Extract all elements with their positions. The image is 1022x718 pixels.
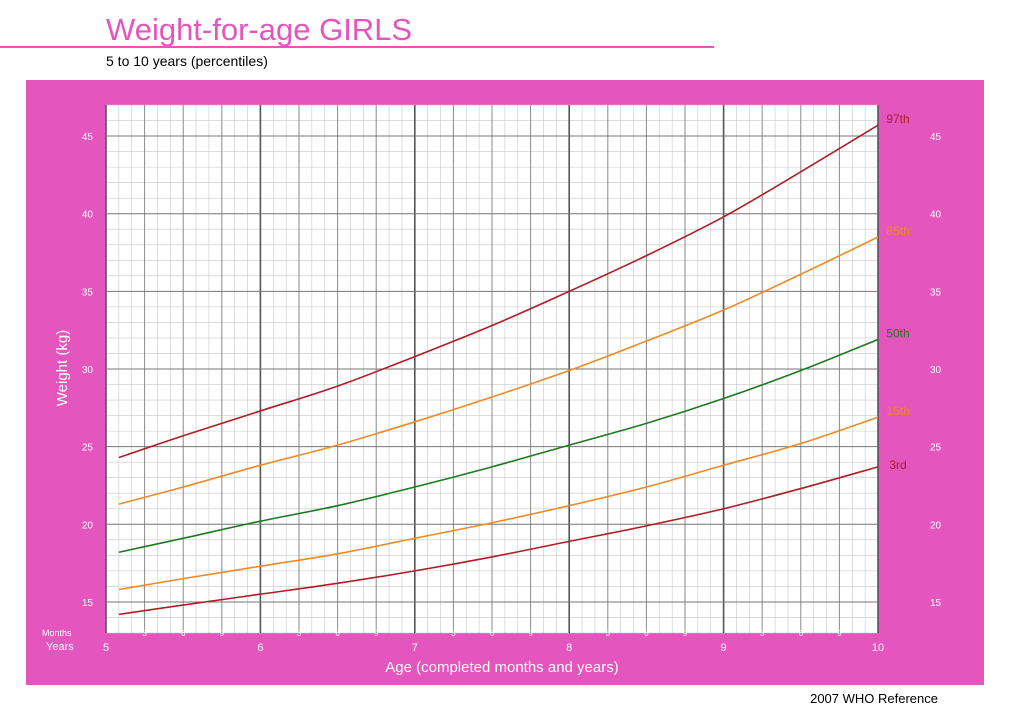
y-tick-label-right: 30 xyxy=(930,365,942,376)
x-year-tick-label: 5 xyxy=(103,642,109,654)
y-tick-label-left: 40 xyxy=(82,210,94,221)
percentile-lines xyxy=(118,124,879,616)
y-tick-label-left: 45 xyxy=(82,132,94,143)
y-tick-label-left: 35 xyxy=(82,287,94,298)
percentile-97th-label: 97th xyxy=(886,112,909,126)
chart-title: Weight-for-age GIRLS xyxy=(106,12,412,47)
x-month-tick-label: 9 xyxy=(528,629,533,638)
x-year-tick-label: 9 xyxy=(721,642,727,654)
x-year-tick-label: 6 xyxy=(257,642,263,654)
y-tick-label-right: 40 xyxy=(930,210,942,221)
x-month-tick-label: 6 xyxy=(335,629,340,638)
x-month-tick-label: 6 xyxy=(799,629,804,638)
x-month-tick-label: 6 xyxy=(644,629,649,638)
years-row-label: Years xyxy=(46,641,74,653)
x-month-tick-label: 6 xyxy=(490,629,495,638)
percentile-85th-line xyxy=(118,236,879,505)
percentile-85th-label: 85th xyxy=(886,224,909,238)
percentile-15th-label: 15th xyxy=(886,404,909,418)
x-year-tick-label: 7 xyxy=(412,642,418,654)
x-month-tick-label: 3 xyxy=(297,629,302,638)
x-month-tick-label: 3 xyxy=(760,629,765,638)
x-month-tick-label: 3 xyxy=(142,629,147,638)
y-axis-title: Weight (kg) xyxy=(54,330,71,406)
x-month-tick-label: 3 xyxy=(451,629,456,638)
x-month-tick-label: 6 xyxy=(181,629,186,638)
x-month-tick-label: 9 xyxy=(374,629,379,638)
y-tick-label-right: 20 xyxy=(930,520,942,531)
x-year-tick-label: 8 xyxy=(566,642,572,654)
y-tick-label-left: 25 xyxy=(82,443,94,454)
percentile-3rd-line xyxy=(118,466,879,616)
y-tick-label-right: 25 xyxy=(930,443,942,454)
x-month-tick-label: 9 xyxy=(837,629,842,638)
x-month-tick-label: 9 xyxy=(220,629,225,638)
percentile-3rd-label: 3rd xyxy=(889,458,906,472)
x-year-tick-label: 10 xyxy=(872,642,884,654)
grid-major xyxy=(105,105,879,633)
y-tick-label-left: 30 xyxy=(82,365,94,376)
y-tick-label-left: 20 xyxy=(82,520,94,531)
y-tick-label-right: 15 xyxy=(930,598,942,609)
reference-note: 2007 WHO Reference xyxy=(810,691,938,706)
y-axis-ticks: 15 15 20 20 25 25 30 30 35 35 40 40 45 45 xyxy=(82,132,942,609)
percentile-50th-label: 50th xyxy=(886,326,909,340)
percentile-97th-line xyxy=(118,124,879,459)
x-month-tick-label: 3 xyxy=(606,629,611,638)
x-axis-title: Age (completed months and years) xyxy=(385,659,618,676)
months-row-label: Months xyxy=(42,628,72,638)
percentile-labels: 97th 85th 50th 15th 3rd xyxy=(886,112,909,472)
y-tick-label-right: 45 xyxy=(930,132,942,143)
chart-subtitle: 5 to 10 years (percentiles) xyxy=(106,53,268,69)
y-tick-label-left: 15 xyxy=(82,598,94,609)
y-tick-label-right: 35 xyxy=(930,287,942,298)
x-axis-ticks: 5 6 7 8 9 10 3 6 9 3 6 9 3 6 9 3 6 9 3 6 9 xyxy=(103,629,884,654)
percentile-15th-line xyxy=(118,416,879,591)
x-month-tick-label: 9 xyxy=(683,629,688,638)
percentile-50th-line xyxy=(118,338,879,554)
